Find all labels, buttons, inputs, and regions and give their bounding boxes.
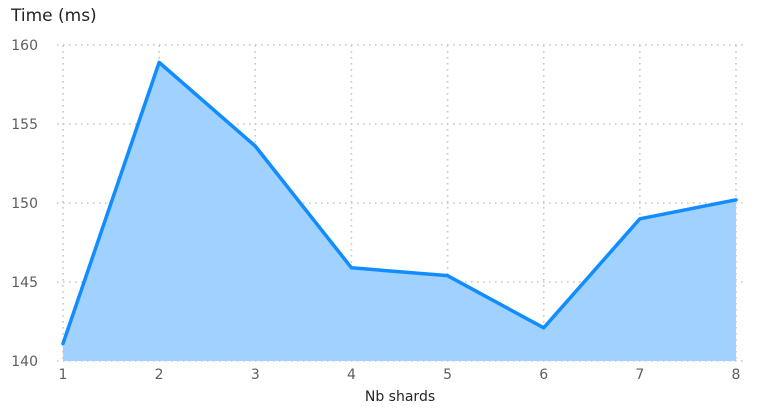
y-tick-label: 145 <box>11 275 38 291</box>
series-line <box>61 60 738 346</box>
y-tick-label: 155 <box>11 117 38 133</box>
x-axis-title: Nb shards <box>364 389 436 405</box>
series-area <box>63 62 736 361</box>
y-tick-label: 140 <box>11 354 38 370</box>
y-axis-title: Time (ms) <box>11 6 97 26</box>
x-tick-label: 6 <box>539 367 548 383</box>
x-tick-label: 4 <box>347 367 356 383</box>
y-tick-label: 150 <box>11 196 38 212</box>
x-tick-label: 3 <box>251 367 260 383</box>
tick-layer: 140 145 150 155 160 1 2 3 4 5 6 7 8 <box>11 38 740 383</box>
x-tick-label: 1 <box>59 367 68 383</box>
x-tick-label: 5 <box>443 367 452 383</box>
x-tick-label: 8 <box>732 367 741 383</box>
y-tick-label: 160 <box>11 38 38 54</box>
x-tick-label: 2 <box>155 367 164 383</box>
area-layer <box>61 60 738 361</box>
x-tick-label: 7 <box>635 367 644 383</box>
